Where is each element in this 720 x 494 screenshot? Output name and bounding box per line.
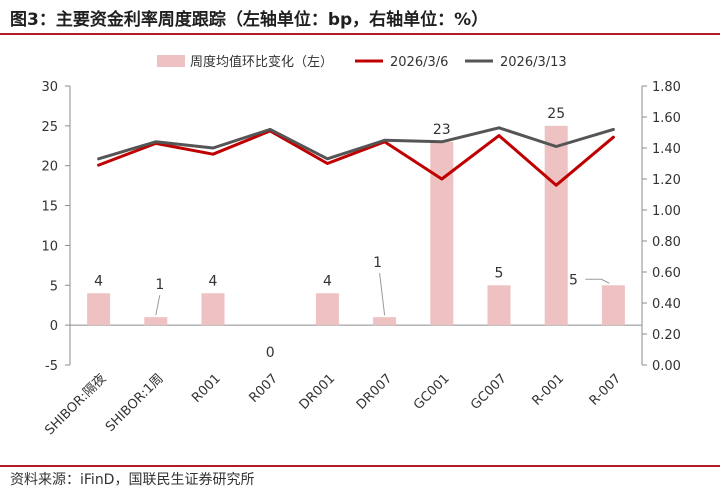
bar [487, 285, 511, 326]
bar [601, 285, 625, 326]
right-axis-label: 1.80 [652, 80, 681, 95]
left-axis-label: 5 [50, 279, 58, 294]
bar-data-label: 1 [155, 277, 164, 293]
right-axis-label: 0.20 [652, 328, 681, 343]
bar [544, 125, 568, 326]
x-tick-label: SHIBOR:1周 [103, 371, 167, 435]
right-axis-label: 0.40 [652, 297, 681, 312]
bar-data-label: 4 [323, 273, 332, 289]
legend-label-line-2: 2026/3/13 [500, 55, 567, 70]
bar [144, 317, 168, 326]
bar [430, 141, 454, 326]
legend-label-bar: 周度均值环比变化（左） [190, 54, 333, 70]
series-line-1 [97, 129, 615, 187]
left-axis-label: 30 [41, 80, 58, 95]
chart-title: 图3：主要资金利率周度跟踪（左轴单位：bp，右轴单位：%） [10, 10, 489, 30]
bar-data-label: 0 [266, 345, 275, 361]
bar-data-label: 23 [433, 122, 451, 138]
x-tick-label: R-001 [530, 371, 567, 408]
leader-line [155, 295, 161, 316]
x-tick-label: DR001 [297, 371, 339, 413]
x-tick-label: R007 [246, 371, 281, 406]
line-series [97, 126, 615, 187]
axes: -50510152025300.000.200.400.600.801.001.… [41, 80, 681, 374]
x-tick-label: GC007 [468, 371, 510, 413]
leader-line [379, 273, 386, 316]
right-axis-label: 1.00 [652, 204, 681, 219]
right-axis-label: 0.60 [652, 266, 681, 281]
bar-data-label: 4 [209, 273, 218, 289]
legend-swatch-bar [157, 55, 185, 67]
bar [87, 293, 111, 326]
left-axis-label: 15 [41, 200, 58, 215]
bar-data-label: 5 [569, 272, 578, 288]
x-tick-label: SHIBOR:隔夜 [42, 371, 109, 438]
bar-data-label: 25 [547, 106, 565, 122]
legend-label-line-1: 2026/3/6 [390, 55, 448, 70]
left-axis-label: -5 [45, 359, 58, 374]
right-axis-label: 1.40 [652, 142, 681, 157]
right-axis-label: 0.80 [652, 235, 681, 250]
bar [315, 293, 339, 326]
left-axis-label: 20 [41, 160, 58, 175]
x-tick-label: GC001 [411, 371, 453, 413]
series-line-2 [97, 126, 615, 161]
right-axis-label: 0.00 [652, 359, 681, 374]
left-axis-label: 25 [41, 120, 58, 135]
source-rule [0, 465, 720, 467]
bar-data-label: 1 [373, 255, 382, 271]
right-axis-label: 1.60 [652, 111, 681, 126]
legend: 周度均值环比变化（左） 2026/3/6 2026/3/13 [157, 54, 567, 70]
x-tick-label: R-007 [587, 371, 624, 408]
x-tick-label: DR007 [354, 371, 396, 413]
left-axis-label: 10 [41, 239, 58, 254]
bar-data-label: 4 [94, 273, 103, 289]
title-rule [0, 33, 720, 35]
bar-data-label: 5 [495, 265, 504, 281]
left-axis-label: 0 [50, 319, 58, 334]
bar-series [87, 125, 625, 326]
source-note: 资料来源：iFinD，国联民生证券研究所 [10, 472, 255, 488]
bar [201, 293, 225, 326]
leader-line [585, 278, 610, 284]
x-tick-label: R001 [189, 371, 224, 406]
right-axis-label: 1.20 [652, 173, 681, 188]
bar [373, 317, 397, 326]
